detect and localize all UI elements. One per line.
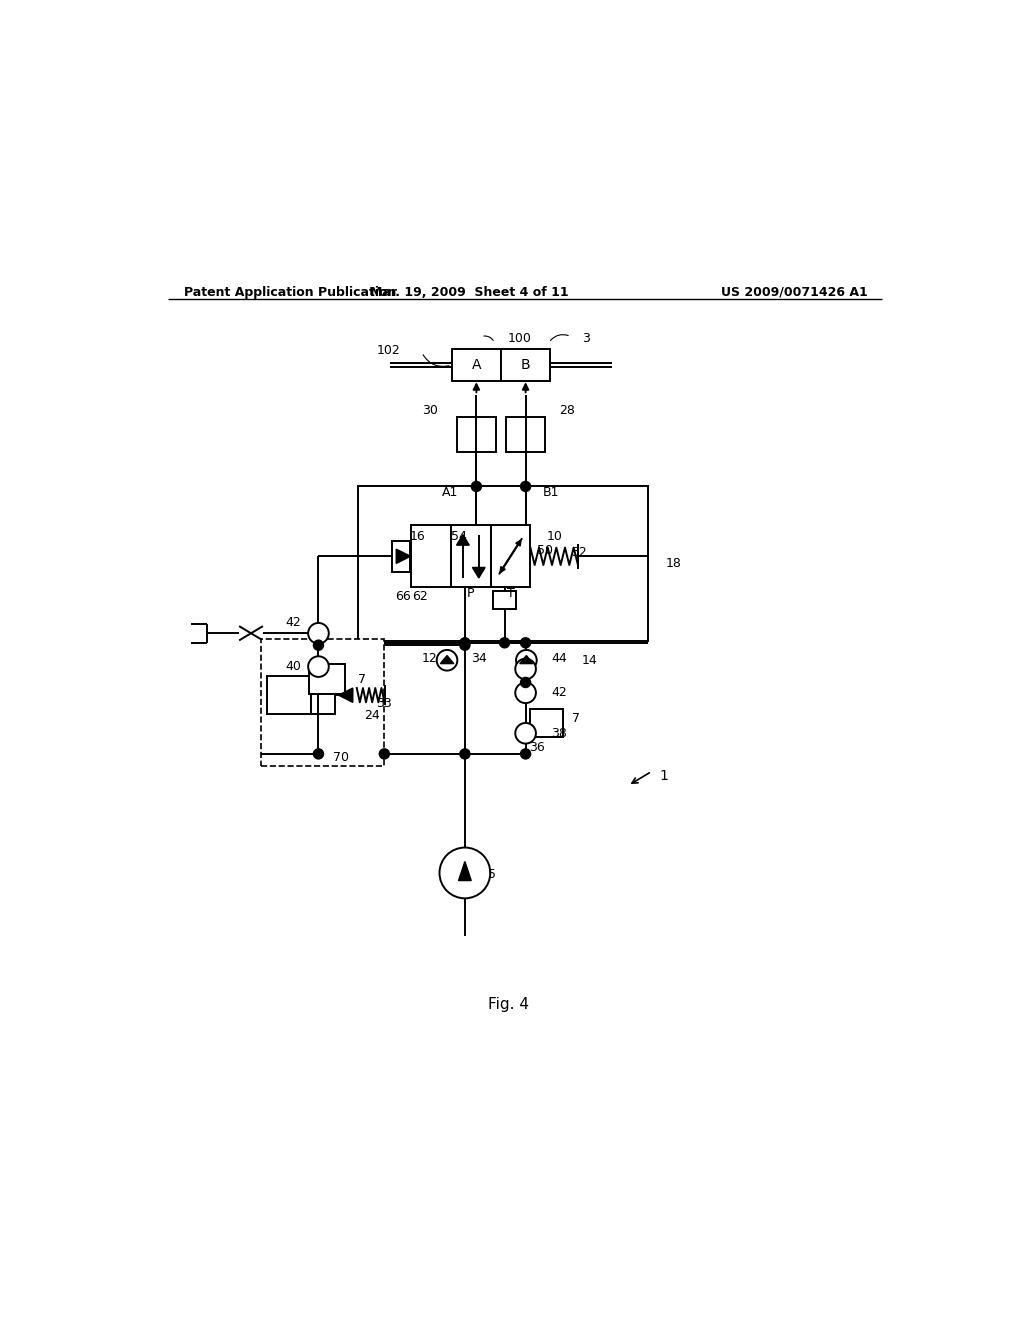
Bar bbox=[494, 591, 516, 609]
Circle shape bbox=[515, 682, 536, 704]
Bar bbox=[358, 487, 648, 642]
Text: 40: 40 bbox=[285, 660, 301, 673]
Text: 102: 102 bbox=[377, 345, 400, 358]
Text: 12: 12 bbox=[422, 652, 437, 665]
Circle shape bbox=[436, 649, 458, 671]
Text: 44: 44 bbox=[551, 652, 566, 665]
Circle shape bbox=[380, 750, 389, 759]
Polygon shape bbox=[459, 862, 471, 880]
Circle shape bbox=[313, 750, 324, 759]
Bar bbox=[457, 417, 497, 453]
Text: 10: 10 bbox=[546, 529, 562, 543]
Text: 38: 38 bbox=[551, 727, 567, 739]
Circle shape bbox=[308, 656, 329, 677]
Bar bbox=[310, 676, 335, 714]
Text: 28: 28 bbox=[559, 404, 574, 417]
Circle shape bbox=[521, 482, 530, 491]
Text: P: P bbox=[467, 587, 474, 601]
Bar bbox=[506, 417, 546, 453]
Circle shape bbox=[521, 750, 530, 759]
Text: 50: 50 bbox=[538, 544, 554, 557]
Text: 7: 7 bbox=[572, 713, 581, 726]
Text: 54: 54 bbox=[451, 529, 467, 543]
Text: 5: 5 bbox=[487, 869, 496, 880]
Text: Mar. 19, 2009  Sheet 4 of 11: Mar. 19, 2009 Sheet 4 of 11 bbox=[370, 286, 568, 298]
Text: 42: 42 bbox=[551, 686, 566, 700]
Text: 1: 1 bbox=[659, 770, 668, 783]
Circle shape bbox=[515, 723, 536, 743]
Polygon shape bbox=[339, 688, 353, 702]
Polygon shape bbox=[472, 568, 485, 578]
Text: 18: 18 bbox=[666, 557, 681, 570]
Polygon shape bbox=[520, 656, 534, 664]
Polygon shape bbox=[396, 549, 411, 564]
Circle shape bbox=[500, 638, 509, 648]
Text: A1: A1 bbox=[441, 486, 458, 499]
Polygon shape bbox=[457, 535, 469, 545]
Bar bbox=[392, 541, 410, 572]
Text: 36: 36 bbox=[528, 741, 545, 754]
Text: US 2009/0071426 A1: US 2009/0071426 A1 bbox=[721, 286, 868, 298]
Text: 16: 16 bbox=[410, 529, 426, 543]
Circle shape bbox=[472, 482, 481, 491]
Text: Fig. 4: Fig. 4 bbox=[488, 997, 529, 1012]
Circle shape bbox=[460, 638, 470, 648]
Text: 32: 32 bbox=[570, 546, 587, 558]
Text: 100: 100 bbox=[507, 333, 531, 346]
Bar bbox=[309, 664, 345, 694]
Circle shape bbox=[308, 623, 329, 644]
Bar bbox=[261, 639, 384, 766]
Text: 62: 62 bbox=[413, 590, 428, 603]
Circle shape bbox=[439, 847, 490, 899]
Text: 42: 42 bbox=[286, 616, 301, 630]
Circle shape bbox=[460, 640, 470, 649]
Text: 66: 66 bbox=[395, 590, 412, 603]
Bar bbox=[267, 676, 310, 714]
Text: 7: 7 bbox=[358, 673, 367, 686]
Bar bbox=[452, 350, 501, 381]
Text: 3: 3 bbox=[582, 333, 590, 346]
Circle shape bbox=[521, 677, 530, 688]
Text: 14: 14 bbox=[582, 653, 598, 667]
Text: 34: 34 bbox=[471, 652, 486, 665]
Circle shape bbox=[516, 649, 537, 671]
Text: B1: B1 bbox=[543, 486, 559, 499]
Bar bbox=[451, 525, 490, 587]
Circle shape bbox=[521, 638, 530, 648]
Text: 30: 30 bbox=[422, 404, 437, 417]
Text: B: B bbox=[521, 358, 530, 372]
Bar bbox=[490, 525, 530, 587]
Bar bbox=[412, 525, 451, 587]
Text: 70: 70 bbox=[333, 751, 349, 763]
Text: 33: 33 bbox=[376, 697, 391, 710]
Text: 24: 24 bbox=[365, 709, 380, 722]
Bar bbox=[529, 709, 563, 738]
Polygon shape bbox=[440, 656, 454, 664]
Circle shape bbox=[313, 640, 324, 649]
Bar bbox=[501, 350, 550, 381]
Text: T: T bbox=[507, 587, 514, 601]
Circle shape bbox=[515, 659, 536, 680]
Circle shape bbox=[460, 750, 470, 759]
Text: Patent Application Publication: Patent Application Publication bbox=[183, 286, 396, 298]
Text: A: A bbox=[472, 358, 481, 372]
